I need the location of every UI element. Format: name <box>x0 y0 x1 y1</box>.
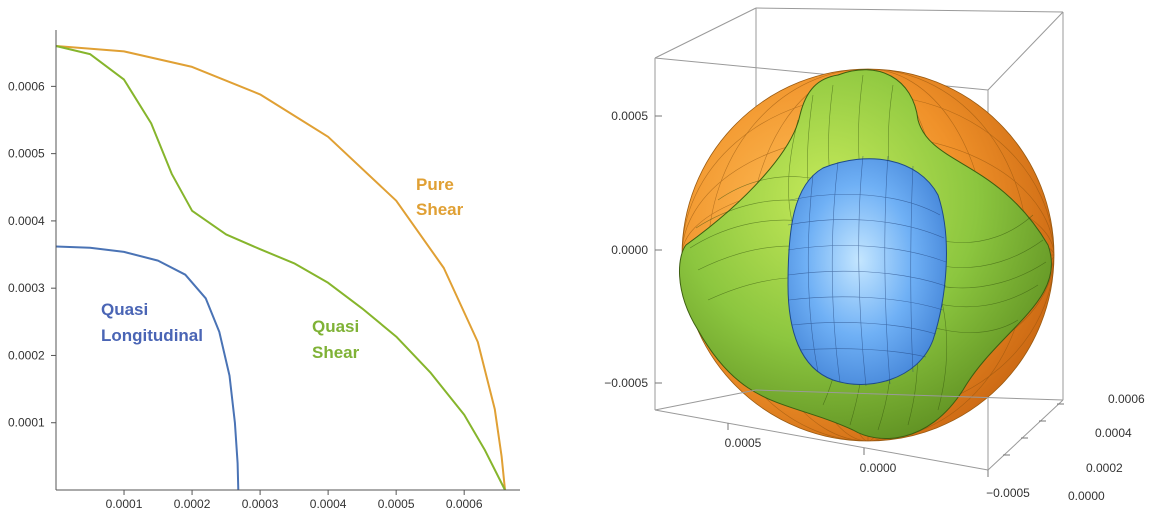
wave-surface-2d-chart: 0.0001 0.0002 0.0003 0.0004 0.0005 0.0006 0.00… <box>8 30 520 511</box>
series-line-pure-shear <box>55 45 506 491</box>
y-tick-label: 0.0003 <box>8 281 45 295</box>
y-tick-label: 0.0006 <box>8 79 45 93</box>
label-quasi-longitudinal: Quasi <box>101 300 148 319</box>
axis-tick-marks <box>655 115 1064 477</box>
x-tick-label: 0.0002 <box>174 497 211 511</box>
x-tick-label: 0.0005 <box>378 497 415 511</box>
y-tick-1: 0.0002 <box>1086 461 1123 475</box>
label-quasi-shear-2: Shear <box>312 343 360 362</box>
x-tick-label: 0.0001 <box>106 497 143 511</box>
z-tick-0: 0.0005 <box>611 109 648 123</box>
y-tick-label: 0.0005 <box>8 147 45 161</box>
label-pure-shear: Pure <box>416 175 454 194</box>
series-line-quasi-longitudinal <box>55 245 240 491</box>
x-tick-label: 0.0006 <box>446 497 483 511</box>
quasi-longitudinal-surface <box>787 155 947 387</box>
bounding-box-front <box>654 389 1064 471</box>
series-line-quasi-shear <box>55 45 506 491</box>
y-tick-0: 0.0000 <box>1068 489 1105 503</box>
label-quasi-longitudinal-2: Longitudinal <box>101 326 203 345</box>
curve-labels: Pure Shear Quasi Shear Quasi Longitudina… <box>101 175 464 362</box>
y-tick-label: 0.0001 <box>8 416 45 430</box>
label-pure-shear-2: Shear <box>416 200 464 219</box>
chart-curves <box>55 45 506 491</box>
x-tick-label: 0.0004 <box>310 497 347 511</box>
y-tick-3: 0.0006 <box>1108 392 1145 406</box>
wave-surface-3d-plot: 0.0005 0.0000 −0.0005 0.0005 0.0000 −0.0… <box>604 7 1145 503</box>
z-tick-1: 0.0000 <box>611 243 648 257</box>
label-quasi-shear: Quasi <box>312 317 359 336</box>
y-tick-label: 0.0004 <box>8 214 45 228</box>
x-tick-1: 0.0000 <box>860 461 897 475</box>
axis-ticks: 0.0001 0.0002 0.0003 0.0004 0.0005 0.0006 0.00… <box>8 79 483 511</box>
x-tick-2: −0.0005 <box>986 486 1030 500</box>
x-tick-label: 0.0003 <box>242 497 279 511</box>
x-tick-0: 0.0005 <box>725 436 762 450</box>
y-tick-2: 0.0004 <box>1095 426 1132 440</box>
z-tick-2: −0.0005 <box>604 376 648 390</box>
y-tick-label: 0.0002 <box>8 348 45 362</box>
